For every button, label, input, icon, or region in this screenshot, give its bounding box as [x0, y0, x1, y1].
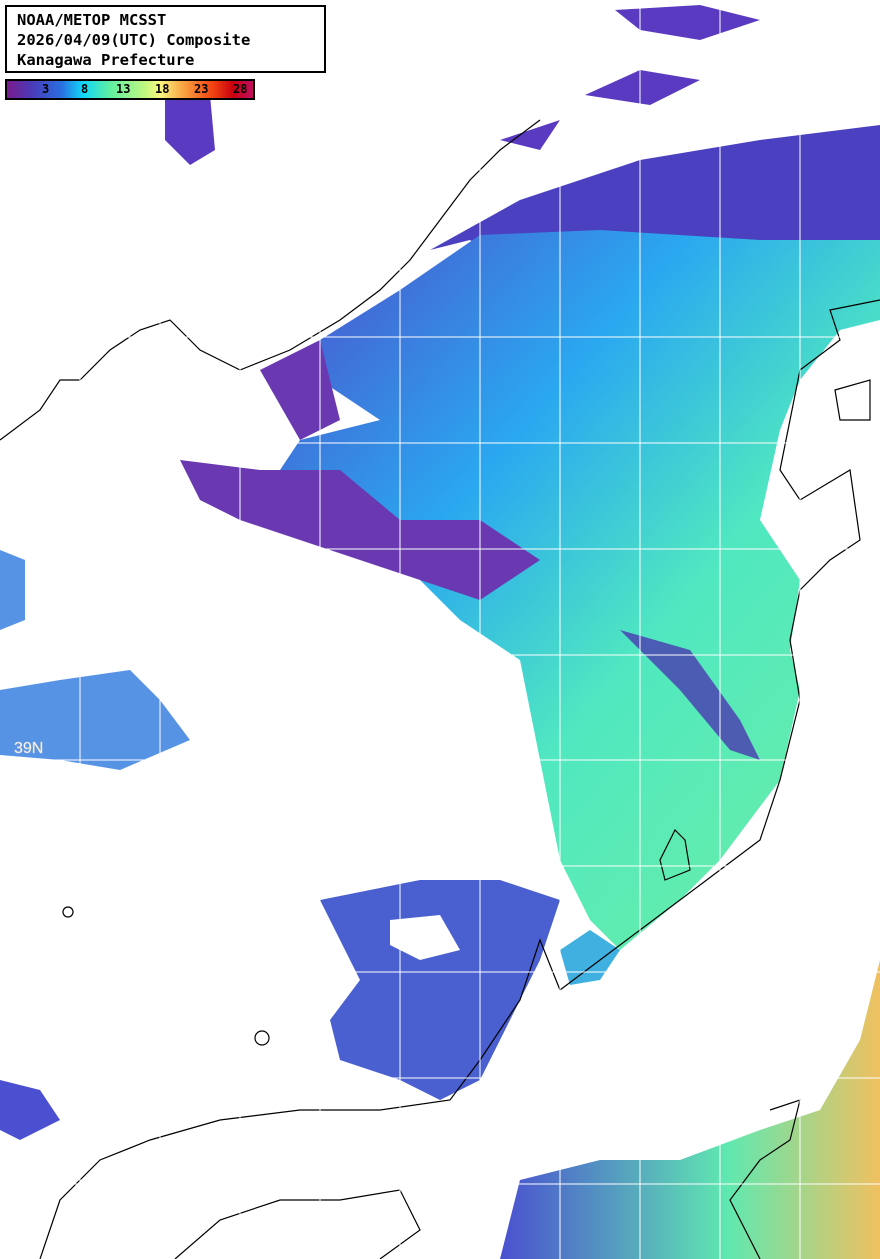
- sst-bottom-left: [0, 1080, 60, 1140]
- sst-sw-hole: [390, 915, 460, 960]
- title-box: NOAA/METOP MCSST 2026/04/09(UTC) Composi…: [5, 5, 326, 73]
- title-line-1: NOAA/METOP MCSST: [17, 11, 167, 29]
- sst-west-patch: [0, 550, 190, 770]
- sst-bay: [560, 930, 620, 985]
- sst-sw-patch: [320, 880, 560, 1100]
- title-line-2: 2026/04/09(UTC) Composite: [17, 31, 251, 49]
- sst-south-region: [500, 960, 880, 1259]
- legend-tick: 3: [42, 82, 50, 96]
- title-line-3: Kanagawa Prefecture: [17, 51, 195, 69]
- sst-north-patch: [165, 5, 760, 165]
- legend-tick: 28: [233, 82, 248, 96]
- legend-tick: 8: [81, 82, 89, 96]
- legend-tick: 18: [155, 82, 170, 96]
- sst-main-region: [260, 230, 880, 950]
- sst-fringe: [180, 340, 540, 600]
- legend-tick: 13: [116, 82, 131, 96]
- color-scale-legend: 3 8 13 18 23 28: [5, 79, 255, 100]
- latitude-label: 39N: [14, 740, 44, 758]
- legend-tick: 23: [194, 82, 209, 96]
- sst-cold-streak: [620, 630, 760, 760]
